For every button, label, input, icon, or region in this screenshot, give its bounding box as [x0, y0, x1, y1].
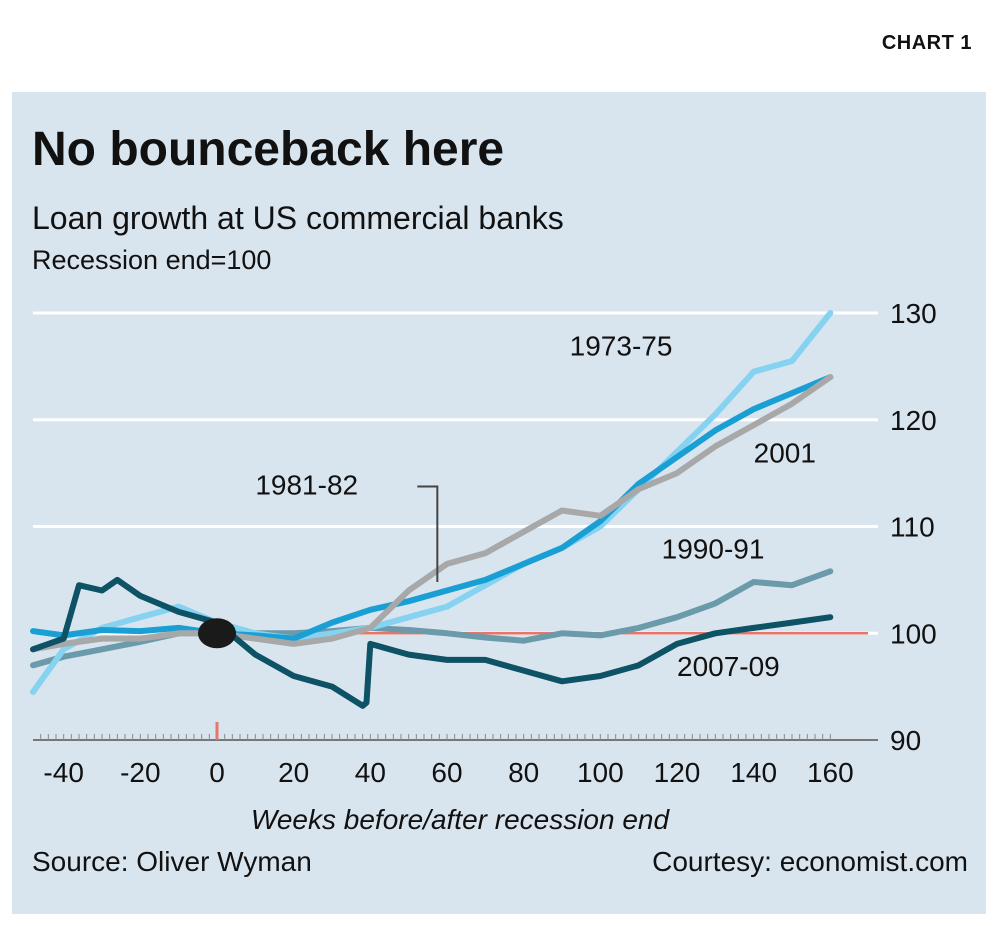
x-tick-labels: -40 -20 0 20 40 60 80 100 120 140 160 [43, 757, 853, 788]
courtesy-note: Courtesy: economist.com [652, 846, 968, 877]
x-tick-label: 100 [577, 757, 624, 788]
x-axis [33, 722, 878, 741]
annotation-1990-91: 1990-91 [662, 534, 765, 565]
chart-number-label: CHART 1 [881, 32, 972, 54]
annotation-1973-75: 1973-75 [570, 331, 673, 362]
unit-note: Recession end=100 [32, 245, 272, 275]
y-tick-label: 130 [890, 298, 937, 329]
x-tick-label: 80 [508, 757, 539, 788]
source-note: Source: Oliver Wyman [32, 846, 312, 877]
y-tick-label: 120 [890, 405, 937, 436]
series-line-1981-82 [30, 374, 834, 642]
annotation-leader-1981-82 [417, 485, 439, 583]
annotation-1981-82: 1981-82 [255, 469, 358, 500]
series-lines [30, 310, 834, 709]
x-axis-title: Weeks before/after recession end [250, 804, 670, 835]
x-tick-label: 0 [209, 757, 225, 788]
x-tick-label: 160 [807, 757, 854, 788]
series-line-2001 [30, 374, 834, 653]
series-line-2007-09 [30, 576, 834, 709]
chart-title: No bounceback here [32, 123, 505, 176]
series-annotations: 1973-75 2001 1981-82 1990-91 2007-09 [255, 331, 816, 682]
x-tick-label: 40 [355, 757, 386, 788]
marker-layer [198, 618, 236, 649]
recession-end-marker [198, 618, 236, 649]
chart-panel [12, 92, 986, 914]
y-tick-label: 100 [890, 618, 937, 649]
y-tick-labels: 90 100 110 120 130 [890, 298, 937, 756]
chart-subtitle: Loan growth at US commercial banks [32, 200, 564, 236]
annotation-2001: 2001 [754, 437, 816, 468]
annotation-2007-09: 2007-09 [677, 651, 780, 682]
y-tick-label: 90 [890, 725, 921, 756]
x-tick-label: 140 [730, 757, 777, 788]
series-line-1973-75 [30, 310, 834, 695]
x-tick-label: 60 [431, 757, 462, 788]
x-tick-label: 120 [654, 757, 701, 788]
x-tick-label: -40 [43, 757, 83, 788]
x-tick-label: -20 [120, 757, 160, 788]
x-tick-label: 20 [278, 757, 309, 788]
y-tick-label: 110 [890, 512, 935, 543]
